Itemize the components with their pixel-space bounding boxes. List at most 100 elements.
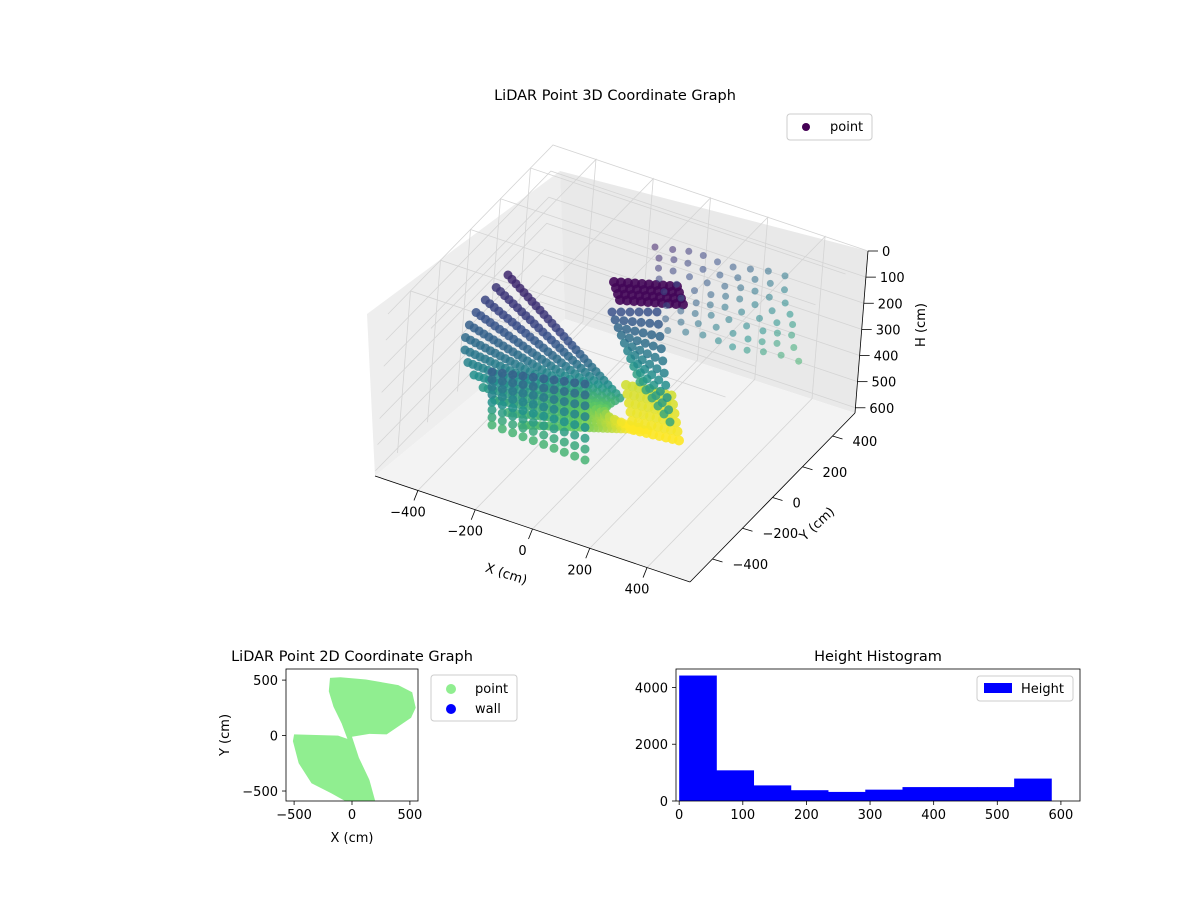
histogram-bar: [679, 675, 717, 801]
lidar-point-3d: [729, 329, 737, 337]
lidar-point-3d: [659, 368, 669, 378]
y-tick-label: 400: [853, 435, 878, 450]
y-tick-mark: [772, 497, 783, 501]
histogram-x-tick-label: 0: [675, 808, 683, 823]
histogram-bar: [790, 790, 829, 801]
lidar-point-3d: [528, 409, 538, 418]
histogram-x-tick-label: 600: [1048, 808, 1073, 823]
lidar-point-3d: [528, 372, 538, 382]
histogram-bar: [939, 787, 978, 801]
histogram-x-tick-label: 100: [730, 808, 755, 823]
lidar-point-3d: [635, 345, 645, 355]
lidar-point-3d: [549, 414, 559, 424]
histogram-legend-box: [976, 675, 1074, 702]
lidar-point-3d: [766, 279, 774, 287]
lidar-point-3d: [678, 299, 688, 310]
lidar-point-3d: [518, 414, 528, 424]
lidar-point-3d: [664, 327, 672, 334]
lidar-point-3d: [653, 319, 663, 329]
lidar-point-3d: [764, 267, 772, 275]
lidar-point-3d: [654, 375, 664, 385]
histogram-bar: [753, 785, 792, 801]
lidar-point-3d: [497, 376, 507, 386]
z-tick-label: 500: [872, 376, 897, 391]
lidar-point-3d: [694, 320, 702, 328]
lidar-point-3d: [559, 417, 569, 427]
y-tick-mark: [712, 558, 723, 563]
lidar-point-3d: [625, 307, 635, 317]
lidar-point-3d: [758, 338, 766, 346]
scatter2d-x-tick-label: 0: [348, 808, 356, 823]
lidar-point-3d: [677, 307, 685, 315]
lidar-point-3d: [616, 417, 626, 427]
lidar-point-3d: [487, 390, 497, 400]
histogram-bars: [679, 675, 1052, 801]
lidar-point-3d: [669, 246, 677, 253]
lidar-point-3d: [722, 292, 730, 300]
lidar-point-3d: [746, 265, 754, 273]
lidar-point-3d: [656, 344, 666, 354]
lidar-point-3d: [580, 401, 590, 411]
lidar-point-3d: [559, 376, 569, 386]
lidar-point-3d: [497, 392, 507, 402]
lidar-point-3d: [677, 318, 685, 326]
lidar-point-3d: [497, 400, 507, 410]
legend-point-label-2d: point: [475, 682, 508, 697]
legend-height-swatch: [984, 683, 1012, 693]
lidar-point-3d: [743, 322, 751, 330]
lidar-point-3d: [619, 316, 629, 326]
lidar-point-3d: [570, 388, 580, 398]
lidar-point-3d: [580, 412, 590, 422]
lidar-point-3d: [786, 310, 794, 318]
lidar-point-3d: [662, 315, 670, 323]
lidar-point-3d: [665, 417, 675, 427]
lidar-point-3d: [692, 299, 700, 307]
scatter3d-legend-box: [786, 113, 873, 141]
lidar-point-3d: [559, 397, 569, 407]
x-tick-label: −200: [447, 525, 483, 540]
scatter3d-points: [460, 243, 803, 465]
lidar-point-3d: [539, 439, 549, 449]
lidar-point-3d: [528, 436, 538, 446]
legend-point-marker-3d: [802, 123, 810, 131]
lidar-point-3d: [580, 422, 590, 432]
scatter3d-legend: point: [786, 113, 873, 141]
gridline-z: [385, 170, 867, 341]
histogram-chart: Height Histogram 0 100 200 300 400 500 600 0 200…: [635, 649, 1081, 823]
scatter2d-x-tick-label: −500: [276, 808, 312, 823]
lidar-point-3d: [607, 307, 617, 317]
lidar-point-3d: [570, 420, 580, 430]
lidar-point-3d: [508, 395, 518, 405]
lidar-point-3d: [487, 420, 497, 430]
lidar-point-3d: [699, 265, 707, 273]
lidar-point-3d: [508, 403, 518, 413]
scatter2d-y-tick-label: 500: [253, 674, 278, 689]
lidar-point-3d: [528, 399, 538, 409]
lidar-point-3d: [655, 275, 663, 283]
scatter3d-title: LiDAR Point 3D Coordinate Graph: [494, 88, 736, 104]
lidar-point-3d: [773, 329, 781, 337]
lidar-point-3d: [661, 380, 671, 390]
lidar-point-3d: [508, 370, 518, 380]
lidar-point-3d: [759, 327, 767, 335]
lidar-point-3d: [580, 444, 590, 454]
lidar-point-3d: [570, 409, 580, 419]
lidar-point-3d: [549, 424, 559, 434]
z-axis-label-3d: H (cm): [914, 303, 929, 347]
histogram-x-tick-label: 300: [858, 808, 883, 823]
lidar-point-3d: [528, 381, 538, 391]
lidar-point-3d: [580, 390, 590, 400]
scatter2d-x-label: X (cm): [331, 831, 374, 846]
lidar-point-3d: [518, 371, 528, 381]
lidar-point-3d: [549, 395, 559, 404]
lidar-point-3d: [570, 451, 580, 461]
legend-wall-label: wall: [475, 702, 501, 717]
histogram-x-tick-label: 400: [921, 808, 946, 823]
lidar-point-3d: [518, 388, 528, 398]
lidar-point-3d: [487, 375, 497, 385]
x-tick-mark: [528, 528, 533, 540]
scatter2d-y-tick-label: −500: [242, 785, 278, 800]
lidar-point-3d: [570, 378, 580, 388]
lidar-point-3d: [632, 336, 642, 346]
lidar-point-3d: [508, 378, 518, 388]
